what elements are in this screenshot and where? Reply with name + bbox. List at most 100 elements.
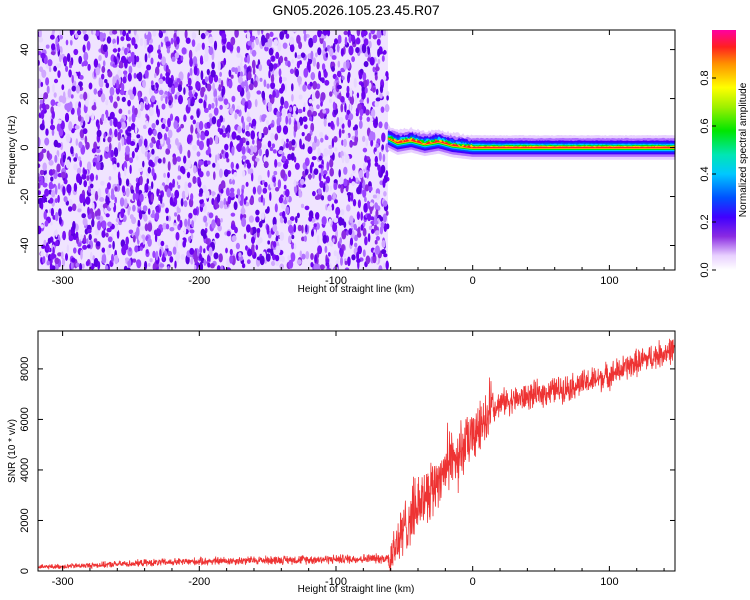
noise-speckle <box>377 164 381 172</box>
spectrogram-y-axis: -40 -20 0 20 40 <box>19 43 675 253</box>
noise-speckle <box>329 167 335 177</box>
noise-speckle <box>353 223 357 230</box>
noise-speckle <box>336 43 340 53</box>
noise-speckle <box>311 229 314 237</box>
noise-speckle <box>107 136 112 143</box>
noise-speckle <box>126 43 131 48</box>
noise-speckle <box>266 224 270 235</box>
noise-speckle <box>331 203 335 211</box>
noise-speckle <box>40 250 44 258</box>
noise-speckle <box>151 181 154 190</box>
snr-x-axis: -300 -200 -100 0 100 <box>52 331 665 588</box>
noise-speckle <box>285 142 289 149</box>
noise-speckle <box>128 30 131 34</box>
noise-speckle <box>152 263 157 270</box>
noise-speckle <box>93 88 98 95</box>
noise-speckle <box>309 81 313 87</box>
noise-speckle <box>48 181 54 190</box>
noise-speckle <box>245 124 250 131</box>
noise-speckle <box>261 30 264 35</box>
noise-speckle <box>116 35 120 45</box>
noise-speckle <box>236 46 241 53</box>
noise-speckle <box>62 154 66 163</box>
noise-speckle <box>226 158 230 163</box>
noise-speckle <box>319 180 324 188</box>
noise-speckle <box>57 119 62 125</box>
noise-speckle <box>220 180 226 189</box>
noise-speckle <box>327 194 332 202</box>
noise-speckle <box>235 163 239 170</box>
noise-speckle <box>87 229 92 234</box>
noise-speckle <box>85 196 91 205</box>
noise-speckle <box>91 113 95 122</box>
noise-speckle <box>81 62 85 67</box>
noise-speckle <box>341 123 345 129</box>
noise-speckle <box>366 116 371 122</box>
noise-speckle <box>151 148 155 155</box>
noise-speckle <box>283 162 289 170</box>
noise-speckle <box>372 87 376 93</box>
noise-speckle <box>81 194 86 203</box>
noise-speckle <box>124 154 130 162</box>
noise-speckle <box>198 98 203 104</box>
noise-speckle <box>175 251 181 261</box>
noise-speckle <box>101 230 106 238</box>
noise-speckle <box>369 56 375 66</box>
noise-speckle <box>141 234 146 239</box>
noise-speckle <box>242 170 246 178</box>
noise-speckle <box>102 60 106 67</box>
noise-speckle <box>248 215 254 223</box>
noise-speckle <box>151 167 155 177</box>
noise-speckle <box>39 151 44 160</box>
noise-speckle <box>53 78 59 84</box>
noise-speckle <box>114 254 119 265</box>
noise-speckle <box>97 261 101 270</box>
snr-series-line <box>38 338 675 571</box>
noise-speckle <box>300 178 305 185</box>
noise-speckle <box>127 126 132 132</box>
noise-speckle <box>250 227 253 235</box>
noise-speckle <box>341 129 345 134</box>
noise-speckle <box>84 135 88 145</box>
noise-speckle <box>82 30 87 35</box>
noise-speckle <box>150 204 154 210</box>
noise-speckle <box>77 242 82 247</box>
noise-speckle <box>324 135 329 141</box>
noise-speckle <box>268 62 274 72</box>
noise-speckle <box>251 49 257 57</box>
noise-speckle <box>377 48 381 58</box>
noise-speckle <box>215 97 218 108</box>
noise-speckle <box>364 155 367 163</box>
noise-speckle <box>296 60 300 69</box>
noise-speckle <box>114 58 118 66</box>
x-tick-label: 100 <box>600 576 618 588</box>
noise-speckle <box>314 195 320 200</box>
noise-speckle <box>349 237 354 246</box>
noise-speckle <box>332 101 336 111</box>
noise-speckle <box>79 94 84 100</box>
noise-speckle <box>249 145 254 155</box>
noise-speckle <box>290 152 295 161</box>
noise-speckle <box>381 144 385 151</box>
noise-speckle <box>356 251 360 261</box>
noise-speckle <box>95 162 101 171</box>
noise-speckle <box>343 30 348 36</box>
noise-speckle <box>268 94 272 100</box>
spectrogram-x-axis: -300 -200 -100 0 100 <box>52 30 665 287</box>
noise-speckle <box>362 79 368 88</box>
noise-speckle <box>71 257 76 263</box>
noise-speckle <box>196 109 200 119</box>
noise-speckle <box>230 36 236 46</box>
noise-speckle <box>147 166 151 174</box>
noise-speckle <box>104 79 108 84</box>
noise-speckle <box>201 42 205 50</box>
noise-speckle <box>174 260 177 269</box>
noise-speckle <box>359 99 364 104</box>
noise-speckle <box>116 121 122 130</box>
noise-speckle <box>195 75 200 83</box>
noise-speckle <box>121 185 126 193</box>
noise-speckle <box>237 125 242 134</box>
noise-speckle <box>354 95 358 105</box>
noise-speckle <box>70 94 74 99</box>
